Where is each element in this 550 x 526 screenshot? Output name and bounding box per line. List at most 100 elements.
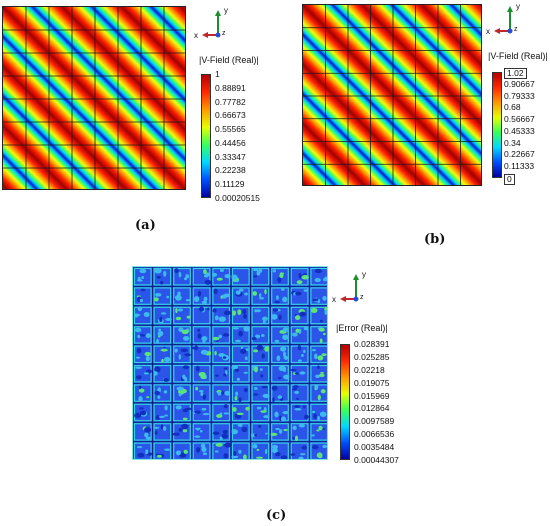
error-plot-c (132, 266, 328, 460)
error-speckle (164, 405, 168, 411)
error-speckle (212, 308, 217, 313)
error-speckle (311, 410, 316, 414)
error-speckle (274, 411, 279, 418)
error-speckle (182, 336, 190, 341)
error-speckle (258, 424, 262, 428)
error-speckle (255, 335, 259, 338)
error-cell (290, 326, 309, 344)
error-speckle (238, 330, 244, 337)
panel-c: y x z |Error (Real)| 0.028391 0.025285 0.0… (130, 262, 430, 526)
error-speckle (299, 311, 306, 317)
error-speckle (139, 407, 144, 410)
error-speckle (158, 328, 162, 332)
error-speckle (155, 415, 161, 420)
error-speckle (261, 333, 265, 337)
error-speckle (261, 353, 266, 359)
error-speckle (135, 366, 142, 369)
error-speckle (317, 394, 321, 401)
error-speckle (139, 298, 144, 303)
error-speckle (321, 353, 327, 357)
error-speckle (223, 367, 228, 370)
error-speckle (318, 425, 323, 431)
error-speckle (280, 416, 286, 422)
error-speckle (146, 396, 150, 399)
error-speckle (272, 397, 275, 403)
panel-b-field (303, 5, 481, 185)
error-speckle (215, 374, 219, 377)
error-speckle (222, 356, 227, 359)
error-speckle (252, 444, 258, 449)
error-cell (192, 442, 211, 459)
error-speckle (316, 429, 320, 432)
legend-tick-label: 0.66673 (215, 110, 246, 121)
error-speckle (198, 371, 206, 377)
error-speckle (294, 405, 301, 408)
error-speckle (178, 428, 183, 432)
error-speckle (134, 327, 142, 333)
error-speckle (222, 333, 230, 337)
error-speckle (197, 290, 202, 297)
error-speckle (223, 293, 231, 298)
error-speckle (156, 276, 161, 279)
error-speckle (201, 300, 208, 304)
legend-tick-label: 1.02 (504, 68, 527, 79)
error-speckle (299, 371, 306, 375)
error-speckle (212, 431, 220, 435)
error-speckle (163, 270, 167, 277)
error-speckle (238, 288, 244, 292)
error-speckle (282, 334, 289, 341)
error-speckle (154, 390, 161, 395)
error-speckle (294, 407, 302, 411)
error-speckle (318, 327, 325, 332)
error-speckle (281, 288, 285, 291)
error-cell (251, 403, 270, 422)
axes-triad-a: y x z (194, 6, 234, 42)
error-speckle (237, 309, 242, 315)
error-speckle (136, 446, 143, 449)
error-speckle (291, 332, 298, 337)
error-speckle (137, 306, 143, 312)
error-speckle (184, 353, 191, 357)
error-speckle (214, 450, 219, 453)
error-speckle (172, 432, 180, 436)
error-speckle (181, 423, 189, 430)
error-speckle (181, 329, 189, 335)
error-speckle (237, 423, 243, 427)
error-speckle (207, 307, 210, 311)
error-speckle (272, 447, 278, 454)
error-speckle (234, 339, 242, 343)
error-speckle (139, 268, 147, 274)
error-speckle (175, 308, 178, 314)
error-speckle (183, 277, 188, 281)
error-speckle (216, 414, 223, 419)
error-speckle (301, 275, 309, 280)
error-speckle (139, 334, 146, 337)
legend-tick-label: 0.55565 (215, 124, 246, 135)
error-speckle (135, 375, 142, 380)
error-speckle (161, 358, 164, 363)
error-speckle (219, 412, 223, 415)
error-speckle (322, 295, 327, 301)
error-speckle (136, 347, 142, 354)
error-speckle (254, 309, 258, 313)
error-speckle (197, 328, 201, 332)
error-speckle (295, 328, 300, 333)
error-speckle (296, 280, 303, 285)
error-speckle (224, 442, 232, 448)
error-speckle (175, 316, 182, 321)
error-speckle (232, 310, 237, 316)
error-speckle (137, 334, 141, 339)
error-speckle (310, 307, 318, 314)
error-speckle (256, 406, 262, 410)
error-speckle (160, 424, 164, 430)
panel-b: y x z |V-Field (Real)| 1.02 0.90667 0.7933… (296, 0, 550, 250)
error-speckle (193, 296, 200, 303)
error-speckle (185, 298, 191, 302)
error-speckle (195, 386, 199, 391)
error-speckle (154, 366, 161, 373)
error-speckle (298, 456, 304, 459)
colorbar-legend-c: |Error (Real)| 0.028391 0.025285 0.02218 0.… (336, 324, 428, 465)
error-speckle (241, 426, 248, 433)
error-speckle (200, 443, 206, 449)
error-speckle (156, 338, 159, 344)
